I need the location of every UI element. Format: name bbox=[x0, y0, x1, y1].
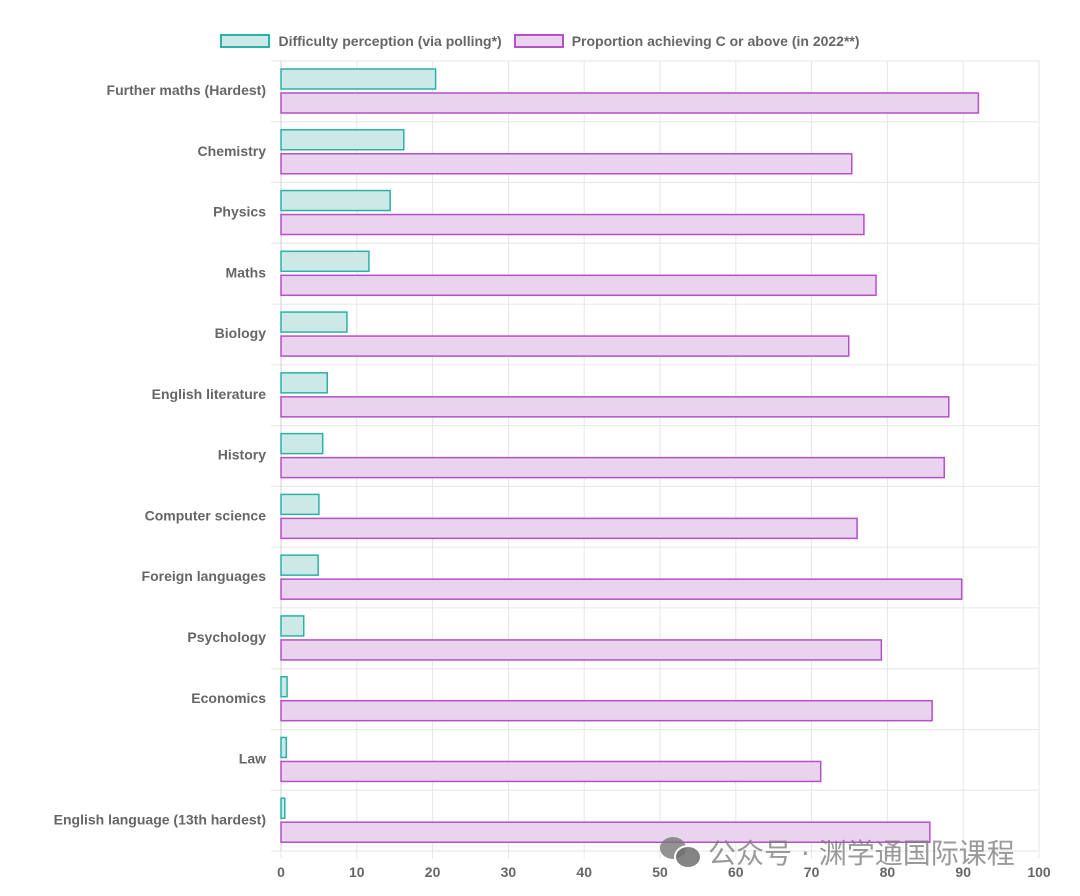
x-tick-label: 20 bbox=[425, 864, 441, 880]
y-tick-label: Maths bbox=[226, 264, 267, 280]
y-tick-label: Biology bbox=[215, 325, 267, 341]
y-tick-label: Physics bbox=[213, 204, 266, 220]
y-tick-label: Economics bbox=[191, 690, 266, 706]
x-tick-label: 50 bbox=[652, 864, 668, 880]
y-tick-label: Computer science bbox=[145, 507, 267, 523]
x-tick-label: 100 bbox=[1027, 864, 1051, 880]
y-tick-label: Further maths (Hardest) bbox=[107, 82, 266, 98]
bar-difficulty bbox=[280, 250, 370, 273]
x-tick-label: 80 bbox=[880, 864, 896, 880]
watermark-text: 公众号 · 渊学通国际课程 bbox=[708, 837, 1015, 870]
bar-proportion bbox=[280, 335, 850, 357]
y-tick-label: English literature bbox=[152, 386, 267, 402]
x-tick-label: 30 bbox=[501, 864, 517, 880]
y-tick-label: English language (13th hardest) bbox=[54, 811, 266, 827]
bar-proportion bbox=[280, 760, 822, 783]
x-tick-label: 90 bbox=[955, 864, 971, 880]
bar-difficulty bbox=[280, 311, 348, 333]
legend-swatch-difficulty bbox=[220, 34, 271, 48]
bar-proportion bbox=[280, 274, 877, 297]
bar-difficulty bbox=[280, 493, 320, 516]
bar-proportion bbox=[280, 456, 945, 479]
bar-difficulty bbox=[280, 797, 286, 819]
x-tick-label: 10 bbox=[349, 864, 365, 880]
bar-difficulty bbox=[280, 68, 437, 90]
bar-proportion bbox=[280, 699, 933, 722]
chart-legend: Difficulty perception (via polling*) Pro… bbox=[0, 30, 1080, 52]
legend-item-proportion[interactable]: Proportion achieving C or above (in 2022… bbox=[513, 33, 860, 49]
x-tick-label: 60 bbox=[728, 864, 744, 880]
x-tick-label: 40 bbox=[576, 864, 592, 880]
legend-label-difficulty: Difficulty perception (via polling*) bbox=[278, 33, 502, 49]
legend-item-difficulty[interactable]: Difficulty perception (via polling*) bbox=[220, 33, 502, 49]
bar-proportion bbox=[280, 153, 853, 175]
bar-proportion bbox=[280, 213, 865, 236]
y-tick-label: History bbox=[218, 447, 266, 463]
bar-difficulty bbox=[280, 675, 288, 698]
bar-proportion bbox=[280, 821, 931, 843]
y-tick-label: Chemistry bbox=[198, 143, 267, 159]
wechat-icon bbox=[660, 837, 702, 869]
y-tick-label: Psychology bbox=[187, 629, 266, 645]
bar-difficulty bbox=[280, 372, 328, 394]
bar-difficulty bbox=[280, 189, 391, 212]
watermark: 公众号 · 渊学通国际课程 bbox=[660, 832, 1015, 872]
legend-swatch-proportion bbox=[513, 34, 564, 48]
bar-difficulty bbox=[280, 432, 324, 455]
legend-label-proportion: Proportion achieving C or above (in 2022… bbox=[571, 33, 860, 49]
bar-difficulty bbox=[280, 736, 288, 759]
bar-proportion bbox=[280, 517, 858, 540]
bar-proportion bbox=[280, 578, 963, 600]
y-tick-label: Foreign languages bbox=[142, 568, 267, 584]
bar-proportion bbox=[280, 92, 980, 114]
bar-difficulty bbox=[280, 615, 305, 637]
bar-difficulty bbox=[280, 554, 319, 576]
bar-proportion bbox=[280, 639, 883, 661]
x-tick-label: 0 bbox=[277, 864, 285, 880]
x-tick-label: 70 bbox=[804, 864, 820, 880]
bar-proportion bbox=[280, 396, 950, 418]
y-tick-label: Law bbox=[239, 751, 266, 767]
bar-difficulty bbox=[280, 129, 405, 151]
